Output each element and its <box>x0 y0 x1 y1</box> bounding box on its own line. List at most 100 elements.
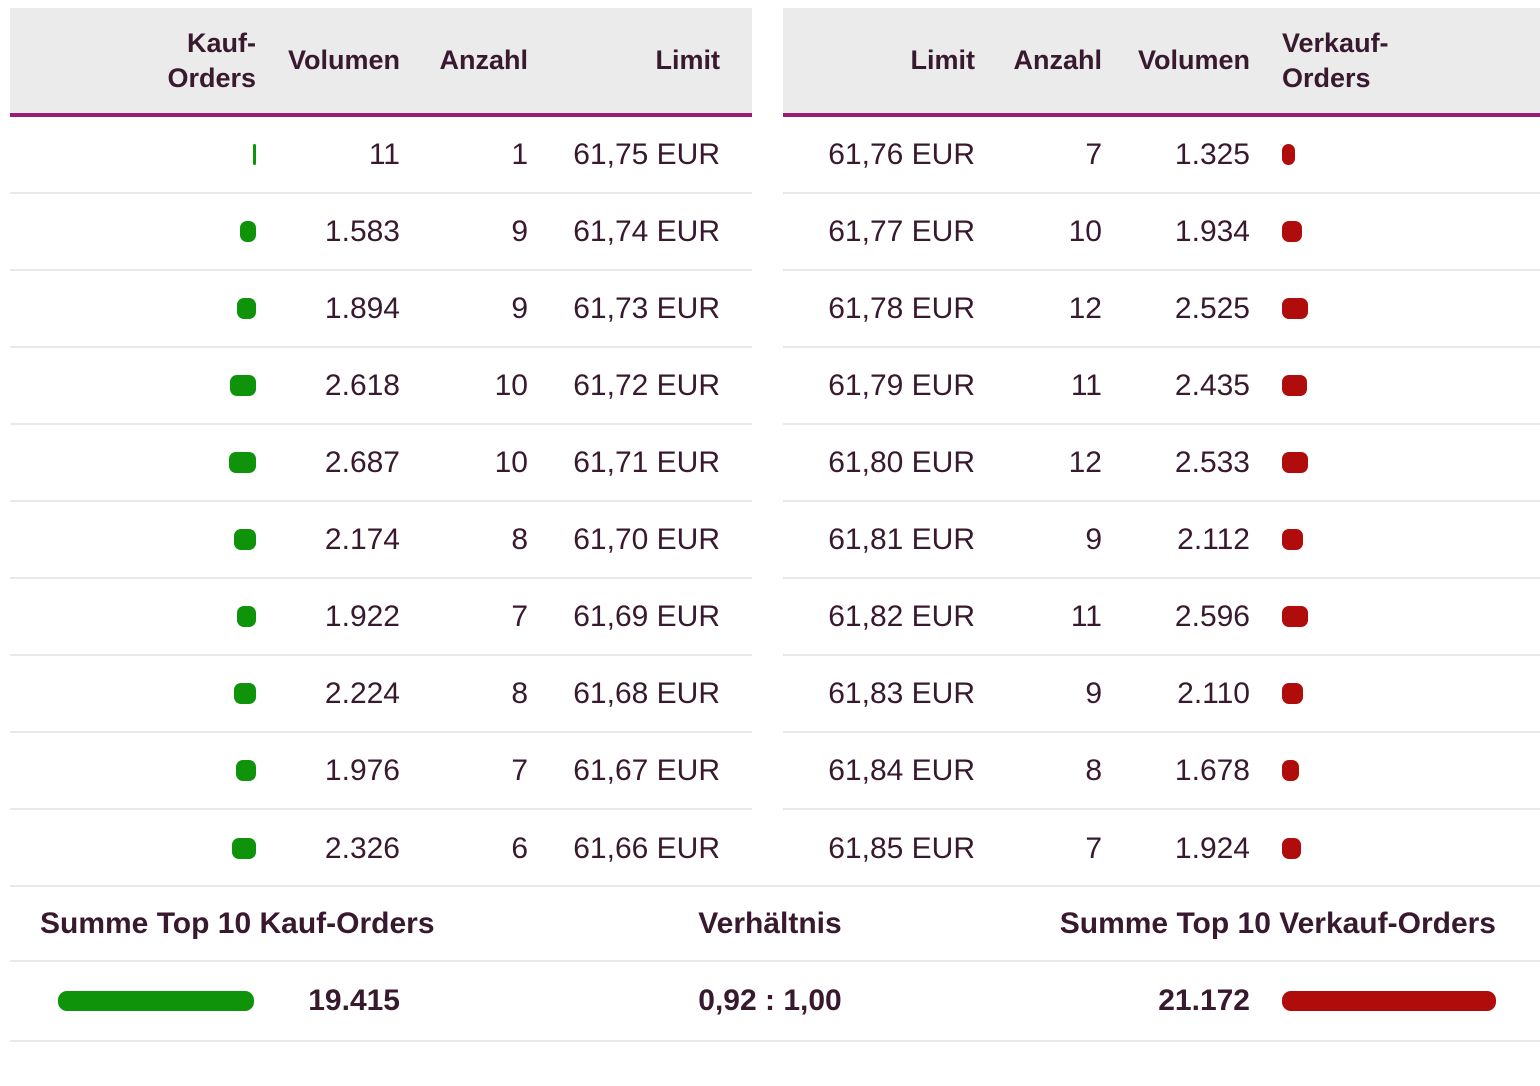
buy-volume-bar <box>240 221 256 242</box>
limit-cell: 61,84 EUR <box>828 753 975 787</box>
volume-cell: 1.922 <box>324 599 400 633</box>
buy-volume-bar <box>237 298 256 319</box>
divider <box>10 960 1540 962</box>
sell-volume-bar <box>1282 760 1299 781</box>
buy-total-bar <box>58 991 254 1011</box>
count-cell: 9 <box>1085 676 1102 710</box>
count-cell: 11 <box>1070 599 1102 633</box>
limit-cell: 61,74 EUR <box>573 214 720 248</box>
ask-row: 61,78 EUR 12 2.525 <box>783 271 1540 348</box>
buy-volume-bar <box>234 529 256 550</box>
bid-row: 2.326 6 61,66 EUR <box>10 810 752 887</box>
volume-cell: 2.224 <box>324 676 400 710</box>
limit-cell: 61,73 EUR <box>573 291 720 325</box>
ask-row: 61,76 EUR 7 1.325 <box>783 117 1540 194</box>
volume-cell: 2.435 <box>1174 368 1250 402</box>
buy-orders-table: Kauf- Orders Volumen Anzahl Limit 11 1 61,… <box>10 8 752 887</box>
sell-orders-table: Limit Anzahl Volumen Verkauf- Orders 61,… <box>783 8 1540 887</box>
buy-volume-bar-cell <box>10 298 256 319</box>
bid-row: 2.224 8 61,68 EUR <box>10 656 752 733</box>
volume-cell: 2.687 <box>324 445 400 479</box>
limit-cell: 61,68 EUR <box>573 676 720 710</box>
volume-cell: 1.583 <box>324 214 400 248</box>
buy-table-body: 11 1 61,75 EUR 1.583 9 61,74 EUR 1.894 9 61,73 E… <box>10 117 752 887</box>
sell-volume-bar-cell <box>1250 838 1540 859</box>
buy-volume-bar <box>232 838 256 859</box>
sell-table-body: 61,76 EUR 7 1.325 61,77 EUR 10 1.934 61,78 EUR… <box>783 117 1540 887</box>
sell-total-value: 21.172 <box>1158 984 1250 1017</box>
ask-row: 61,80 EUR 12 2.533 <box>783 425 1540 502</box>
volume-cell: 11 <box>368 137 400 171</box>
col-header-kauf-orders: Kauf- Orders <box>167 27 256 93</box>
count-cell: 7 <box>1085 831 1102 865</box>
count-cell: 12 <box>1068 291 1102 325</box>
count-cell: 10 <box>1068 214 1102 248</box>
count-cell: 9 <box>511 214 528 248</box>
count-cell: 10 <box>494 445 528 479</box>
buy-volume-bar <box>230 375 256 396</box>
sell-volume-bar-cell <box>1250 375 1540 396</box>
limit-cell: 61,67 EUR <box>573 753 720 787</box>
buy-volume-bar-cell <box>10 838 256 859</box>
sell-volume-bar <box>1282 452 1308 473</box>
sell-volume-bar-cell <box>1250 529 1540 550</box>
limit-cell: 61,76 EUR <box>828 137 975 171</box>
sell-volume-bar <box>1282 221 1302 242</box>
volume-cell: 1.934 <box>1174 214 1250 248</box>
bid-row: 1.894 9 61,73 EUR <box>10 271 752 348</box>
count-cell: 11 <box>1070 368 1102 402</box>
ask-row: 61,83 EUR 9 2.110 <box>783 656 1540 733</box>
sell-total-bar <box>1282 991 1496 1011</box>
buy-volume-bar <box>234 683 256 704</box>
count-cell: 1 <box>511 137 528 171</box>
buy-volume-bar-cell <box>10 144 256 165</box>
volume-cell: 2.326 <box>324 831 400 865</box>
sell-volume-bar <box>1282 298 1308 319</box>
sell-volume-bar <box>1282 838 1301 859</box>
count-cell: 9 <box>511 291 528 325</box>
volume-cell: 2.533 <box>1174 445 1250 479</box>
volume-cell: 1.976 <box>324 753 400 787</box>
sell-volume-bar <box>1282 144 1295 165</box>
count-cell: 7 <box>511 753 528 787</box>
limit-cell: 61,81 EUR <box>828 522 975 556</box>
limit-cell: 61,75 EUR <box>573 137 720 171</box>
limit-cell: 61,70 EUR <box>573 522 720 556</box>
bid-row: 1.976 7 61,67 EUR <box>10 733 752 810</box>
bid-row: 2.618 10 61,72 EUR <box>10 348 752 425</box>
buy-volume-bar-cell <box>10 221 256 242</box>
count-cell: 12 <box>1068 445 1102 479</box>
sell-volume-bar <box>1282 683 1303 704</box>
bid-row: 1.583 9 61,74 EUR <box>10 194 752 271</box>
col-header-limit: Limit <box>655 45 721 76</box>
limit-cell: 61,66 EUR <box>573 831 720 865</box>
buy-volume-bar <box>253 144 256 165</box>
volume-cell: 1.325 <box>1174 137 1250 171</box>
count-cell: 8 <box>1085 753 1102 787</box>
limit-cell: 61,79 EUR <box>828 368 975 402</box>
sell-volume-bar-cell <box>1250 221 1540 242</box>
summary-ratio-label: Verhältnis <box>698 907 842 940</box>
buy-volume-bar-cell <box>10 606 256 627</box>
bid-row: 2.174 8 61,70 EUR <box>10 502 752 579</box>
sell-volume-bar-cell <box>1250 452 1540 473</box>
buy-volume-bar-cell <box>10 452 256 473</box>
buy-table-header: Kauf- Orders Volumen Anzahl Limit <box>10 8 752 117</box>
sell-volume-bar-cell <box>1250 683 1540 704</box>
sell-volume-bar-cell <box>1250 606 1540 627</box>
ask-row: 61,79 EUR 11 2.435 <box>783 348 1540 425</box>
volume-cell: 2.525 <box>1174 291 1250 325</box>
col-header-volumen: Volumen <box>1137 45 1250 76</box>
limit-cell: 61,77 EUR <box>828 214 975 248</box>
limit-cell: 61,85 EUR <box>828 831 975 865</box>
volume-cell: 2.110 <box>1177 676 1250 710</box>
col-header-anzahl: Anzahl <box>439 45 528 76</box>
sell-volume-bar <box>1282 529 1303 550</box>
count-cell: 7 <box>511 599 528 633</box>
col-header-volumen: Volumen <box>287 45 400 76</box>
sell-volume-bar <box>1282 606 1308 627</box>
count-cell: 7 <box>1085 137 1102 171</box>
ask-row: 61,82 EUR 11 2.596 <box>783 579 1540 656</box>
buy-volume-bar <box>229 452 256 473</box>
